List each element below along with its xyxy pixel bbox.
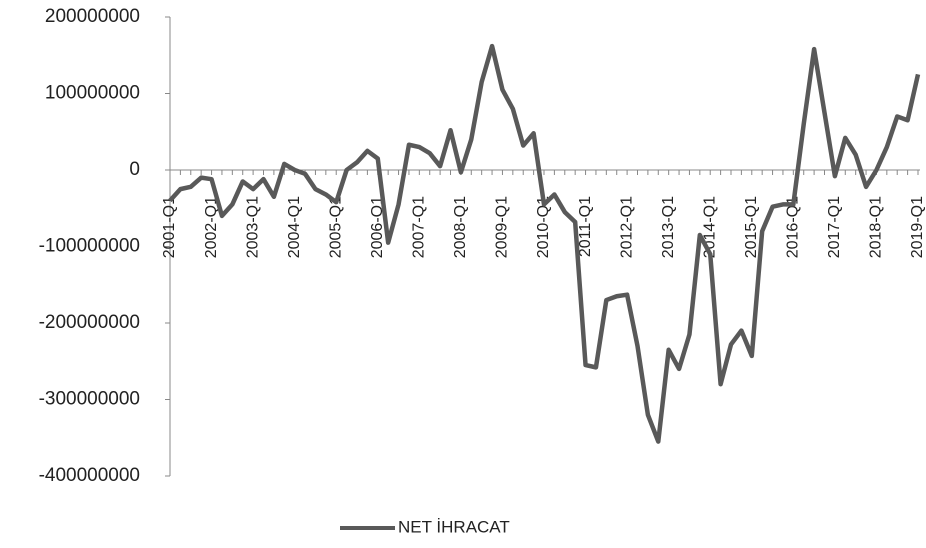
y-tick-label: 0 <box>129 159 140 180</box>
x-tick-label: 2003-Q1 <box>244 196 261 258</box>
x-tick-label: 2012-Q1 <box>618 196 635 258</box>
x-tick-label: 2005-Q1 <box>327 196 344 258</box>
x-tick-label: 2016-Q1 <box>785 196 802 258</box>
y-tick-label: 200000000 <box>45 6 140 27</box>
x-tick-label: 2011-Q1 <box>577 196 594 257</box>
y-tick-label: -300000000 <box>39 389 140 410</box>
x-tick-label: 2015-Q1 <box>743 196 760 258</box>
x-tick-label: 2004-Q1 <box>286 196 303 258</box>
y-tick-label: -200000000 <box>39 312 140 333</box>
x-tick-label: 2002-Q1 <box>203 196 220 258</box>
x-tick-label: 2017-Q1 <box>826 196 843 258</box>
legend-label: NET İHRACAT <box>398 517 510 536</box>
y-tick-label: -100000000 <box>39 236 140 257</box>
y-tick-label: -400000000 <box>39 465 140 486</box>
x-tick-label: 2010-Q1 <box>535 196 552 258</box>
x-tick-label: 2019-Q1 <box>909 196 926 258</box>
x-tick-label: 2013-Q1 <box>660 196 677 258</box>
x-tick-label: 2008-Q1 <box>452 196 469 258</box>
x-tick-label: 2007-Q1 <box>411 196 428 258</box>
x-tick-label: 2018-Q1 <box>868 196 885 258</box>
x-tick-label: 2001-Q1 <box>161 196 178 258</box>
x-tick-label: 2006-Q1 <box>369 196 386 258</box>
data-line <box>168 43 921 444</box>
y-tick-label: 100000000 <box>45 83 140 104</box>
x-tick-label: 2009-Q1 <box>494 196 511 258</box>
x-tick-label: 2014-Q1 <box>701 196 718 258</box>
